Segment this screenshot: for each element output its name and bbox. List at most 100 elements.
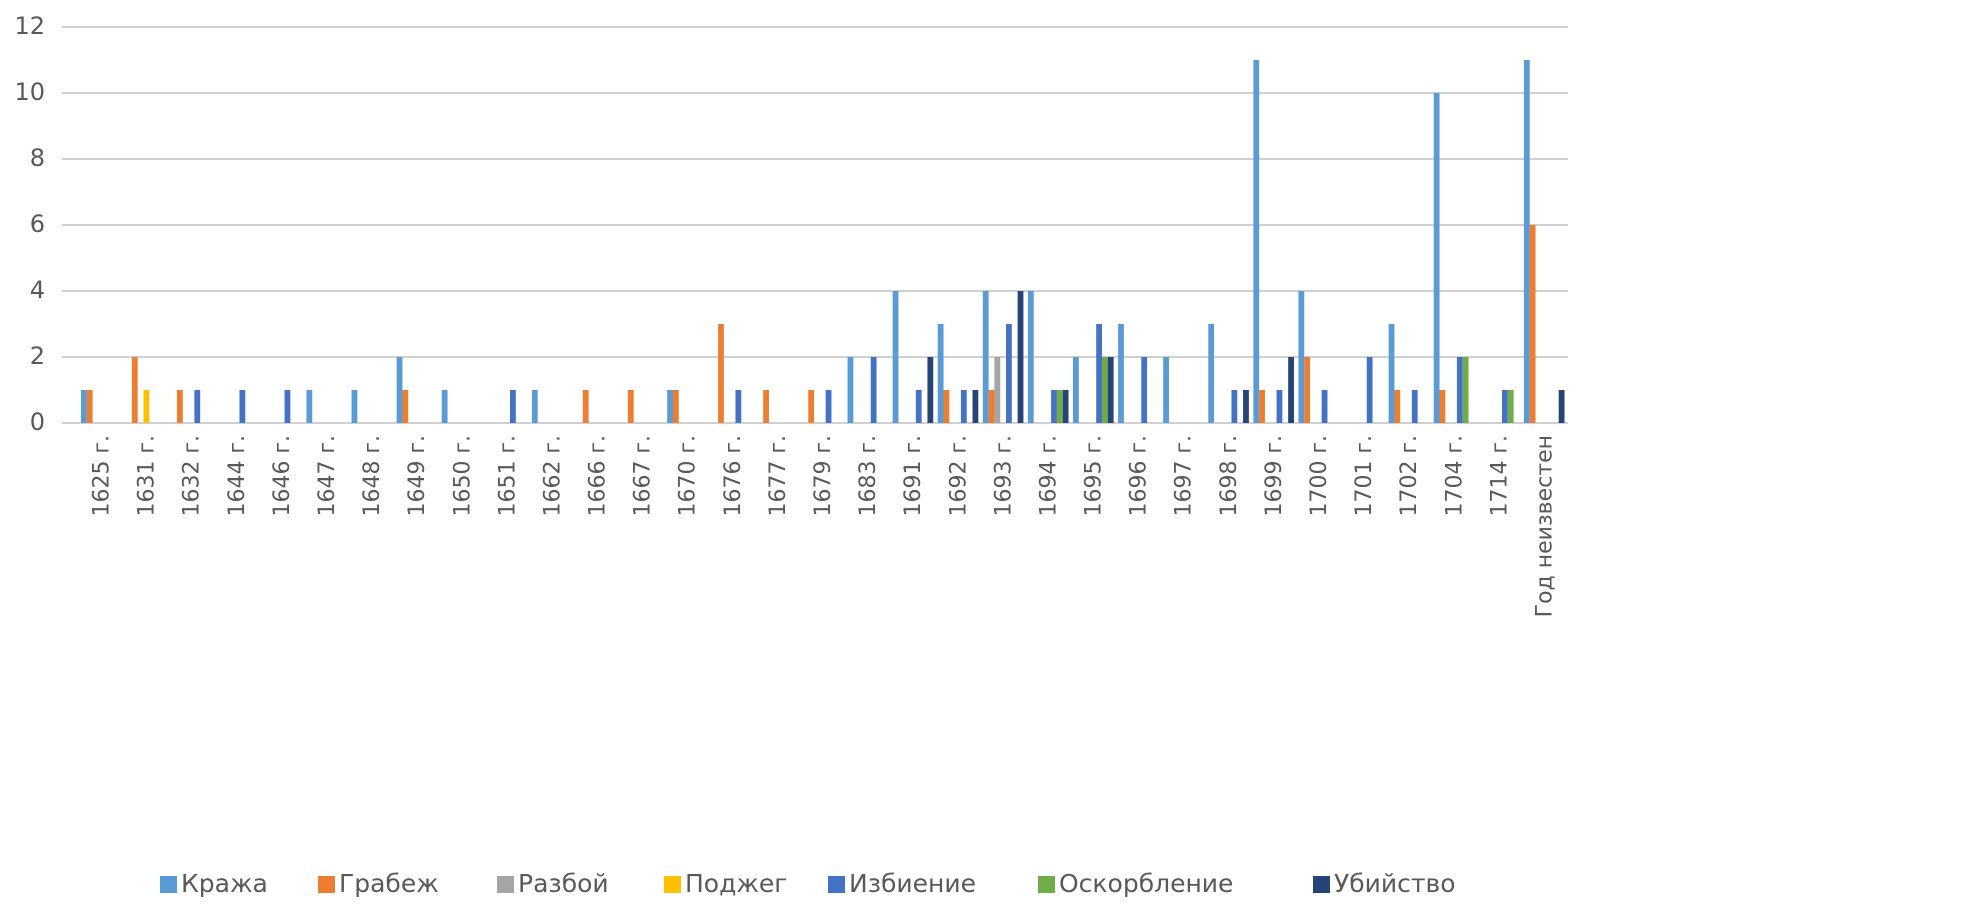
x-tick-label: 1644 г. — [225, 435, 250, 517]
bar — [510, 390, 516, 423]
x-tick-label: 1692 г. — [946, 435, 971, 517]
x-tick-label: 1632 г. — [180, 435, 205, 517]
bar — [1017, 291, 1024, 423]
x-tick-label: 1697 г. — [1172, 435, 1197, 517]
x-tick-label: 1667 г. — [631, 435, 656, 517]
bar — [735, 390, 742, 423]
x-tick-label: 1646 г. — [270, 435, 295, 517]
legend-label: Убийство — [1334, 869, 1455, 898]
legend-swatch — [497, 876, 514, 893]
legend-swatch — [664, 876, 681, 893]
x-tick-label: 1651 г. — [495, 435, 520, 517]
legend-swatch — [828, 876, 845, 893]
x-tick-label: 1691 г. — [901, 435, 926, 517]
bar — [1208, 324, 1215, 423]
x-tick-label: 1700 г. — [1307, 435, 1332, 517]
bar — [1051, 390, 1057, 423]
bar — [1388, 324, 1395, 423]
bar — [1062, 390, 1069, 423]
bar — [1118, 324, 1124, 423]
x-tick-label: 1679 г. — [811, 435, 836, 517]
bar — [972, 390, 979, 423]
bar — [86, 390, 93, 423]
bar — [1558, 390, 1565, 423]
legend-swatch — [1038, 876, 1055, 893]
bar — [1366, 357, 1373, 423]
bar — [943, 390, 950, 423]
bar — [994, 357, 1001, 423]
bar — [808, 390, 815, 423]
legend-label: Оскорбление — [1059, 869, 1233, 898]
legend-swatch — [1313, 876, 1330, 893]
bar — [396, 357, 403, 423]
x-tick-label: 1701 г. — [1352, 435, 1377, 517]
bar — [1411, 390, 1418, 423]
y-tick-label: 10 — [14, 78, 45, 106]
x-tick-label: 1666 г. — [586, 435, 611, 517]
bar — [1096, 324, 1102, 423]
bar — [672, 390, 679, 423]
bar — [1433, 93, 1440, 423]
bar — [1056, 390, 1063, 423]
bar — [1243, 390, 1249, 423]
x-tick-label: 1649 г. — [405, 435, 430, 517]
x-tick-label: 1650 г. — [450, 435, 475, 517]
bar — [1163, 357, 1169, 423]
x-tick-label: 1694 г. — [1036, 435, 1061, 517]
bar — [176, 390, 183, 423]
y-tick-label: 4 — [30, 276, 45, 304]
bar — [441, 390, 448, 423]
bar — [1107, 357, 1114, 423]
legend-swatch — [160, 876, 177, 893]
bar — [1394, 390, 1401, 423]
bar — [284, 390, 291, 423]
bar — [1502, 390, 1508, 423]
x-tick-label: Год неизвестен — [1532, 435, 1557, 617]
bar — [1507, 390, 1514, 423]
bar — [988, 390, 995, 423]
bar — [1276, 390, 1283, 423]
x-tick-label: 1698 г. — [1217, 435, 1242, 517]
x-tick-label: 1676 г. — [721, 435, 746, 517]
bar — [1253, 60, 1260, 423]
bar — [306, 390, 313, 423]
bar — [81, 390, 87, 423]
x-tick-label: 1693 г. — [991, 435, 1016, 517]
x-tick-label: 1631 г. — [135, 435, 160, 517]
bar — [143, 390, 150, 423]
bar — [582, 390, 589, 423]
bar — [1321, 390, 1328, 423]
bar — [131, 357, 138, 423]
y-tick-label: 8 — [30, 144, 45, 172]
bar — [1027, 291, 1034, 423]
x-tick-label: 1683 г. — [856, 435, 881, 517]
x-tick-label: 1699 г. — [1262, 435, 1287, 517]
x-tick-label: 1696 г. — [1127, 435, 1152, 517]
bar — [531, 390, 538, 423]
legend-label: Кража — [181, 869, 268, 898]
bar — [1259, 390, 1265, 423]
bar — [915, 390, 922, 423]
x-tick-label: 1677 г. — [766, 435, 791, 517]
bar — [1073, 357, 1079, 423]
bar — [847, 357, 854, 423]
bar — [927, 357, 934, 423]
x-tick-label: 1625 г. — [90, 435, 115, 517]
bar — [1456, 357, 1463, 423]
bar — [763, 390, 769, 423]
x-tick-label: 1648 г. — [360, 435, 385, 517]
y-tick-label: 2 — [30, 342, 45, 370]
bar — [937, 324, 944, 423]
legend-swatch — [318, 876, 335, 893]
x-tick-label: 1662 г. — [540, 435, 565, 517]
bar — [718, 324, 724, 423]
bar — [667, 390, 673, 423]
bar — [1298, 291, 1305, 423]
x-tick-label: 1714 г. — [1487, 435, 1512, 517]
bar — [1288, 357, 1294, 423]
bar — [825, 390, 832, 423]
bar — [892, 291, 899, 423]
bar — [1006, 324, 1012, 423]
bar — [194, 390, 201, 423]
